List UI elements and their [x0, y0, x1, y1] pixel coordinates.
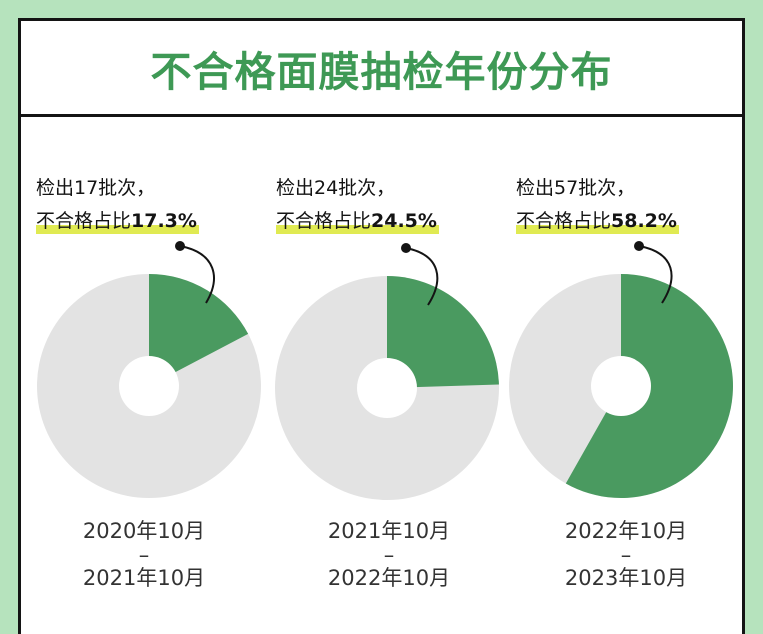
period-label: 2021年10月 – 2022年10月: [269, 518, 509, 592]
pie-slice-failed: [149, 274, 249, 386]
failure-rate-prefix: 不合格占比: [276, 210, 372, 232]
pie-chart: [509, 241, 733, 498]
period-end: 2022年10月: [327, 566, 451, 590]
highlight-mark: 不合格占比17.3%: [36, 210, 199, 234]
callout-dot: [634, 241, 644, 251]
pie-center-hole: [119, 356, 179, 416]
highlight-mark: 不合格占比58.2%: [516, 210, 679, 234]
failure-rate-prefix: 不合格占比: [516, 210, 612, 232]
failure-rate-value: 24.5%: [371, 210, 437, 232]
callout-pointer: [179, 245, 215, 304]
pie-center-hole: [591, 356, 651, 416]
failure-rate-label: 不合格占比58.2%: [516, 209, 679, 234]
callout-pointer: [405, 247, 439, 306]
batch-count-label: 检出24批次，: [276, 177, 396, 199]
pie-center-hole: [357, 358, 417, 418]
chart-frame: 不合格面膜抽检年份分布 检出17批次， 不合格占比17.3% 2020年10月 …: [18, 18, 745, 634]
pie-panel-2020-2021: 检出17批次， 不合格占比17.3% 2020年10月 – 2021年10月: [36, 143, 276, 613]
period-start: 2020年10月: [82, 519, 206, 543]
period-label: 2022年10月 – 2023年10月: [506, 518, 746, 592]
callout-dot: [401, 243, 411, 253]
callout-dot: [175, 241, 185, 251]
failure-rate-label: 不合格占比17.3%: [36, 209, 199, 234]
batch-count-label: 检出17批次，: [36, 177, 156, 199]
period-separator: –: [383, 543, 395, 567]
title-bar: 不合格面膜抽检年份分布: [21, 21, 742, 117]
period-end: 2023年10月: [564, 566, 688, 590]
highlight-mark: 不合格占比24.5%: [276, 210, 439, 234]
period-end: 2021年10月: [82, 566, 206, 590]
pie-chart: [275, 243, 499, 500]
callout-pointer: [638, 245, 673, 304]
pie-panel-2021-2022: 检出24批次， 不合格占比24.5% 2021年10月 – 2022年10月: [275, 143, 516, 613]
period-label: 2020年10月 – 2021年10月: [24, 518, 264, 592]
failure-rate-value: 17.3%: [131, 210, 197, 232]
period-start: 2021年10月: [327, 519, 451, 543]
failure-rate-label: 不合格占比24.5%: [276, 209, 439, 234]
period-separator: –: [620, 543, 632, 567]
period-separator: –: [138, 543, 150, 567]
pie-slice-failed: [387, 276, 499, 388]
failure-rate-prefix: 不合格占比: [36, 210, 132, 232]
pie-panel-2022-2023: 检出57批次， 不合格占比58.2% 2022年10月 – 2023年10月: [509, 143, 756, 613]
pie-chart: [37, 241, 261, 498]
batch-count-label: 检出57批次，: [516, 177, 636, 199]
chart-title: 不合格面膜抽检年份分布: [150, 47, 613, 96]
period-start: 2022年10月: [564, 519, 688, 543]
failure-rate-value: 58.2%: [611, 210, 677, 232]
